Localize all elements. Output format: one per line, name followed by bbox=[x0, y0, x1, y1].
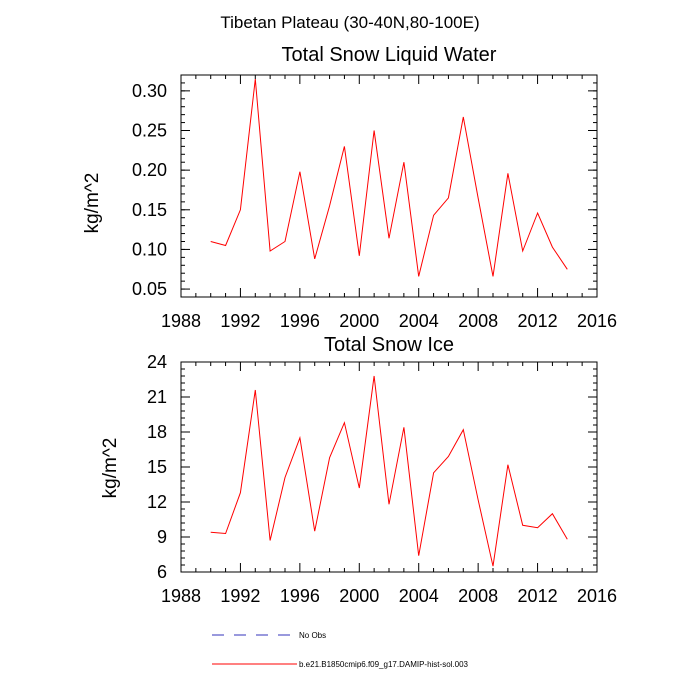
x-tick-label: 1996 bbox=[280, 311, 320, 331]
chart-panel-snow-liquid-water: Total Snow Liquid Water kg/m^2 1988 1992 1… bbox=[82, 44, 617, 331]
x-tick-label: 2016 bbox=[577, 311, 617, 331]
x-tick-label: 1988 bbox=[161, 311, 201, 331]
y-tick-label: 18 bbox=[147, 422, 167, 442]
y-tick-label: 0.05 bbox=[132, 279, 167, 299]
y-tick-label: 0.30 bbox=[132, 81, 167, 101]
series-line bbox=[210, 375, 568, 567]
legend-label: b.e21.B1850cmip6.f09_g17.DAMIP-hist-sol.… bbox=[299, 660, 469, 669]
y-tick-label: 0.20 bbox=[132, 160, 167, 180]
y-tick-label: 9 bbox=[157, 527, 167, 547]
plot-frame bbox=[180, 361, 598, 573]
x-tick-label: 1988 bbox=[161, 586, 201, 606]
y-tick-label: 6 bbox=[157, 562, 167, 582]
x-tick-label: 2004 bbox=[399, 311, 439, 331]
x-tick-label: 1996 bbox=[280, 586, 320, 606]
x-tick-label: 1992 bbox=[220, 311, 260, 331]
x-tick-label: 2000 bbox=[339, 311, 379, 331]
y-axis-label: kg/m^2 bbox=[82, 173, 103, 234]
x-tick-label: 2000 bbox=[339, 586, 379, 606]
y-tick-label: 0.10 bbox=[132, 239, 167, 259]
y-tick-label: 24 bbox=[147, 352, 167, 372]
y-axis-label: kg/m^2 bbox=[100, 438, 121, 499]
chart-panel-snow-ice: Total Snow Ice kg/m^2 1988 1992 1996 2000 20… bbox=[100, 334, 617, 606]
x-tick-label: 2008 bbox=[458, 311, 498, 331]
figure-title: Tibetan Plateau (30-40N,80-100E) bbox=[220, 13, 479, 32]
legend-label: No Obs bbox=[299, 631, 326, 640]
y-tick-label: 0.25 bbox=[132, 121, 167, 141]
chart-title: Total Snow Ice bbox=[324, 334, 454, 356]
x-tick-label: 2012 bbox=[518, 586, 558, 606]
x-tick-label: 2008 bbox=[458, 586, 498, 606]
x-tick-label: 2016 bbox=[577, 586, 617, 606]
x-tick-label: 1992 bbox=[220, 586, 260, 606]
y-tick-label: 21 bbox=[147, 387, 167, 407]
chart-title: Total Snow Liquid Water bbox=[282, 44, 497, 66]
y-tick-label: 12 bbox=[147, 492, 167, 512]
y-tick-label: 15 bbox=[147, 457, 167, 477]
y-tick-label: 0.15 bbox=[132, 200, 167, 220]
legend: No Obs b.e21.B1850cmip6.f09_g17.DAMIP-hi… bbox=[212, 631, 469, 669]
x-tick-label: 2004 bbox=[399, 586, 439, 606]
series-line bbox=[210, 78, 568, 277]
x-tick-label: 2012 bbox=[518, 311, 558, 331]
